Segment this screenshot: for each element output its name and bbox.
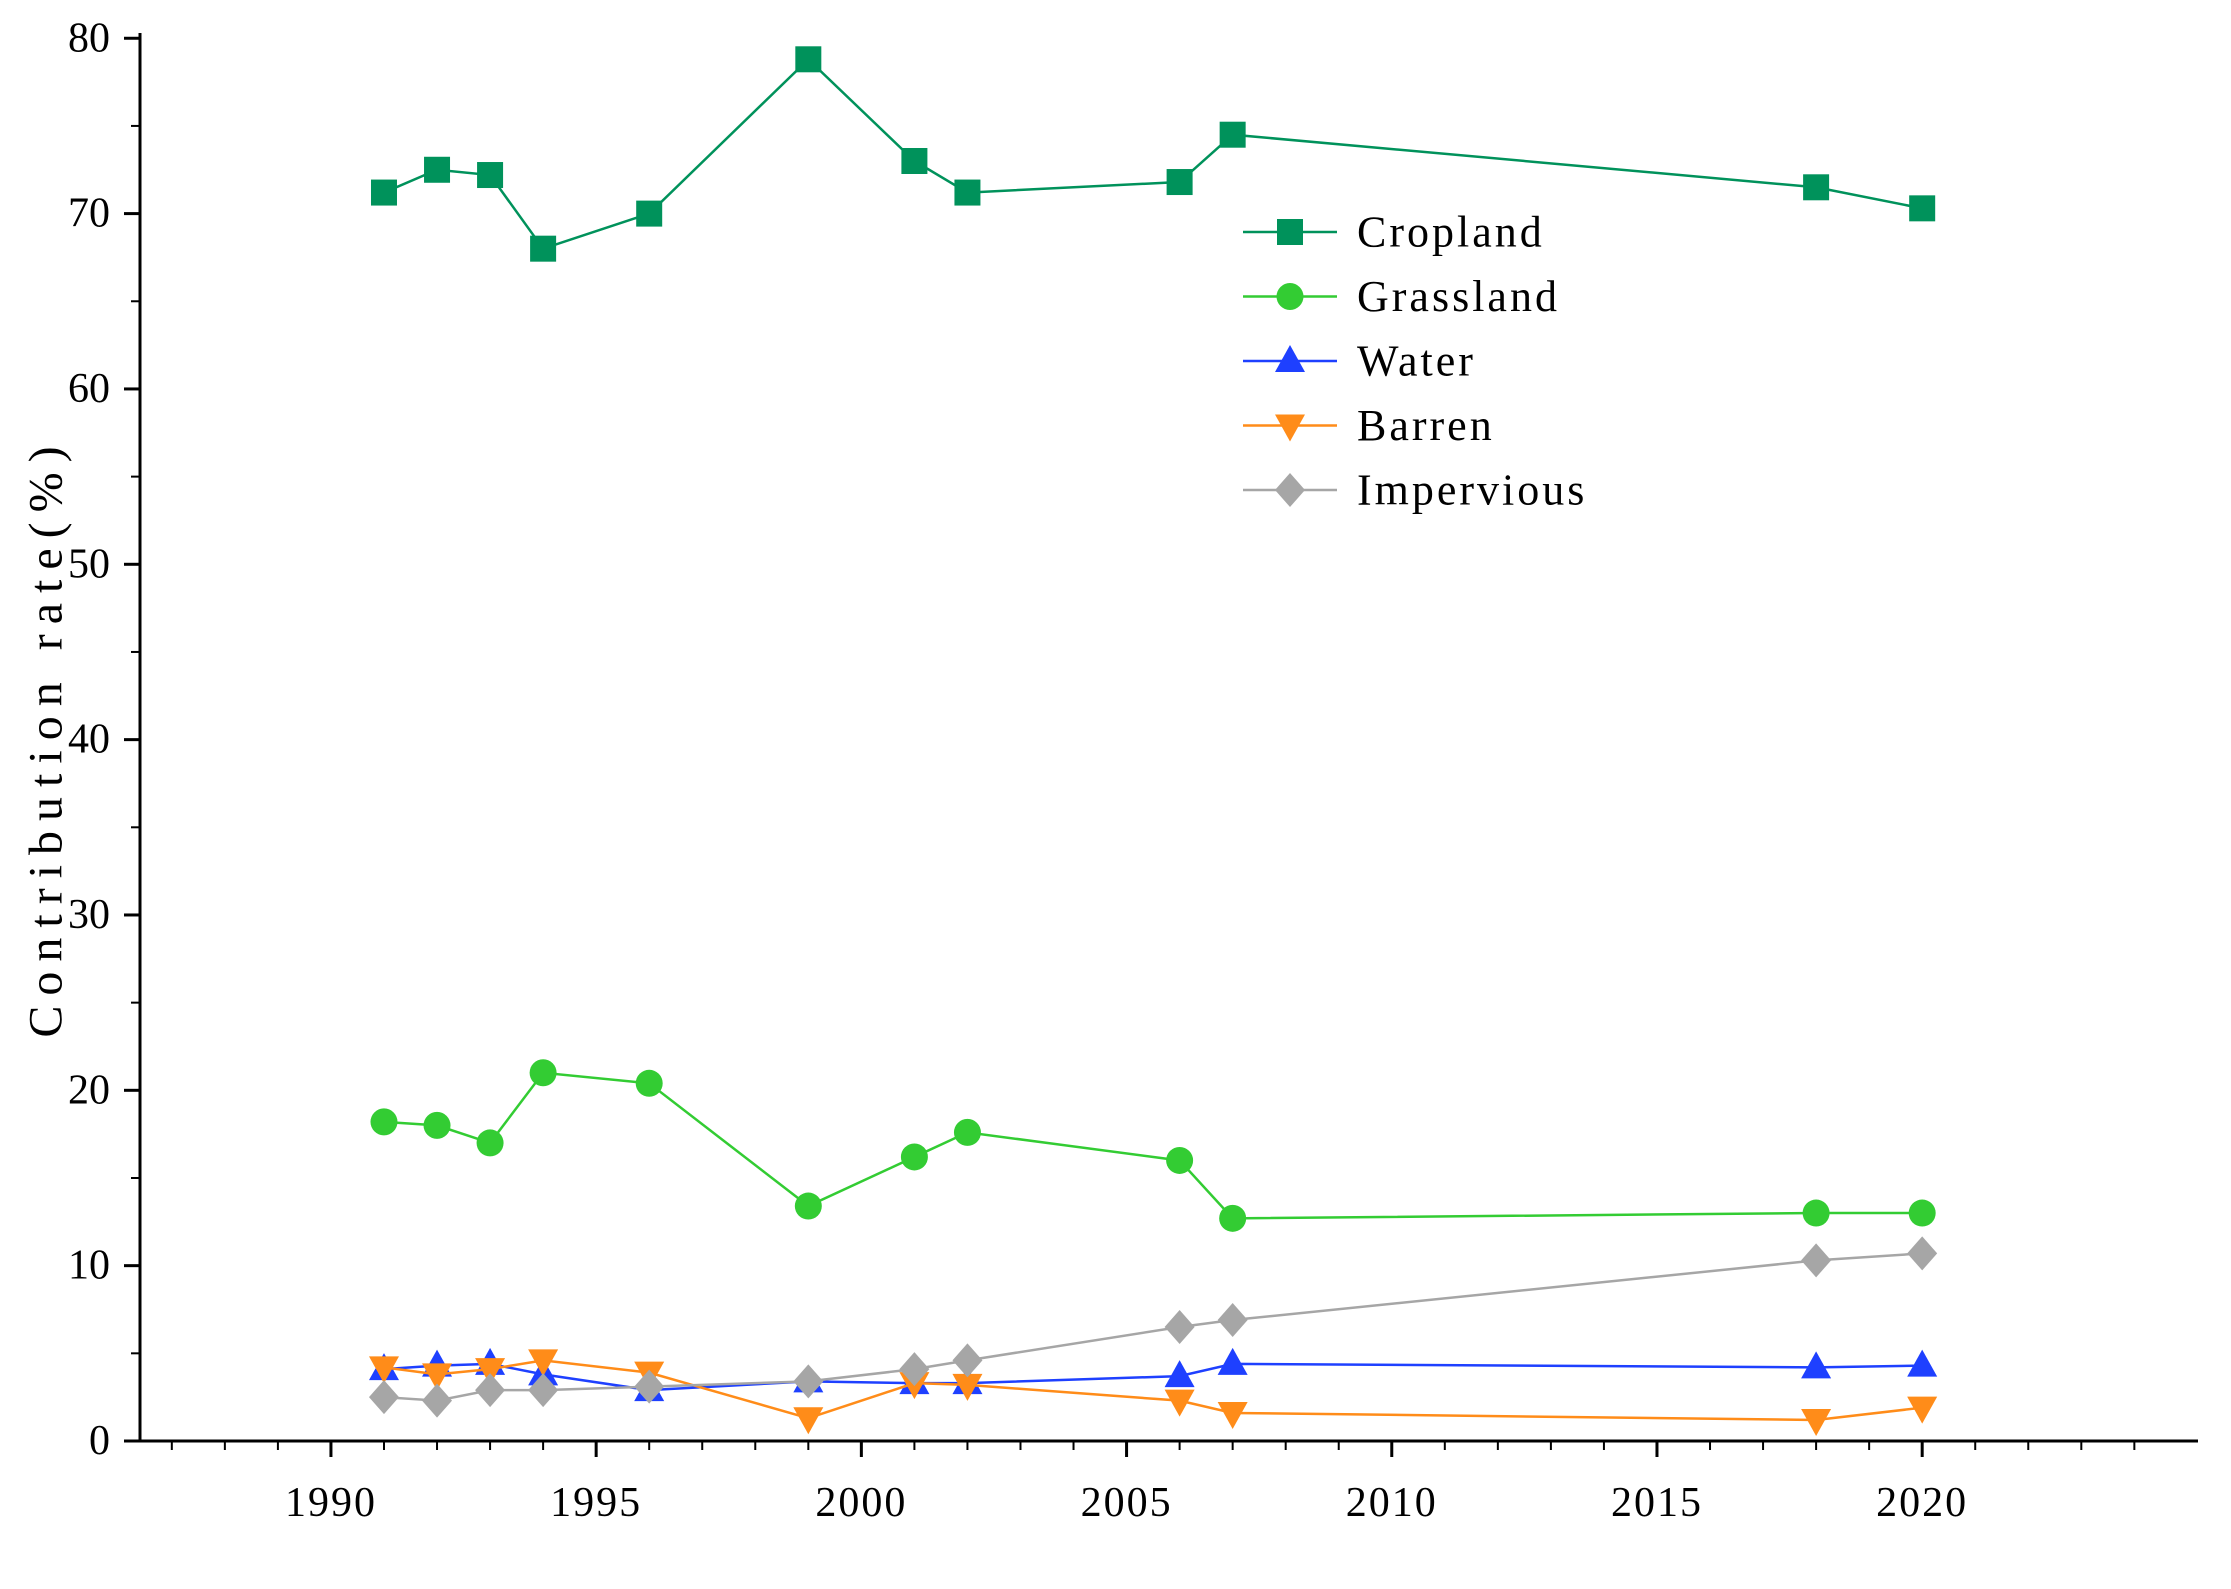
data-point-impervious bbox=[899, 1352, 930, 1387]
data-point-barren bbox=[1907, 1396, 1938, 1424]
data-point-water bbox=[1907, 1349, 1938, 1377]
data-point-barren bbox=[1164, 1389, 1195, 1417]
data-point-impervious bbox=[1907, 1236, 1938, 1271]
y-tick-label: 20 bbox=[68, 1067, 110, 1113]
y-tick-label: 0 bbox=[89, 1418, 110, 1464]
triangle-up-icon bbox=[1275, 345, 1305, 372]
data-point-impervious bbox=[1217, 1303, 1248, 1338]
y-tick-label: 60 bbox=[68, 366, 110, 412]
data-point-impervious bbox=[1801, 1243, 1832, 1278]
x-tick-label: 2005 bbox=[1081, 1480, 1173, 1526]
data-point-grassland bbox=[370, 1108, 398, 1136]
data-point-grassland bbox=[1219, 1204, 1247, 1232]
data-point-grassland bbox=[1166, 1146, 1194, 1174]
y-tick-label: 40 bbox=[68, 717, 110, 763]
data-point-cropland bbox=[1166, 169, 1193, 196]
series-water bbox=[368, 1347, 1938, 1402]
data-point-impervious bbox=[793, 1364, 824, 1399]
data-point-cropland bbox=[424, 156, 451, 183]
data-point-barren bbox=[1217, 1401, 1248, 1429]
data-point-impervious bbox=[634, 1369, 665, 1404]
y-tick-label: 10 bbox=[68, 1243, 110, 1289]
data-point-water bbox=[1801, 1351, 1832, 1379]
data-point-grassland bbox=[529, 1059, 557, 1087]
data-point-barren bbox=[422, 1363, 453, 1391]
data-point-cropland bbox=[901, 148, 928, 174]
x-tick-label: 1995 bbox=[550, 1480, 642, 1526]
legend-label-cropland: Cropland bbox=[1357, 208, 1545, 257]
series-cropland bbox=[370, 46, 1936, 262]
data-point-cropland bbox=[477, 162, 504, 189]
data-point-impervious bbox=[528, 1373, 559, 1408]
diamond-icon bbox=[1275, 473, 1305, 507]
y-tick-label: 80 bbox=[68, 15, 110, 61]
circle-icon bbox=[1276, 283, 1304, 310]
data-point-impervious bbox=[368, 1380, 399, 1415]
y-axis-title: Contribution rate(%) bbox=[19, 436, 73, 1038]
data-point-grassland bbox=[794, 1192, 822, 1220]
series-line-grassland bbox=[383, 1071, 1923, 1220]
legend-label-water: Water bbox=[1357, 337, 1476, 386]
triangle-down-icon bbox=[1275, 414, 1305, 442]
data-point-cropland bbox=[1909, 195, 1936, 222]
data-point-grassland bbox=[635, 1069, 663, 1097]
series-line-barren bbox=[383, 1359, 1923, 1422]
legend-item-cropland: Cropland bbox=[1243, 208, 1545, 257]
legend-item-impervious: Impervious bbox=[1243, 466, 1587, 515]
y-tick-label: 70 bbox=[68, 191, 110, 237]
data-point-barren bbox=[475, 1358, 506, 1386]
x-tick-label: 2015 bbox=[1611, 1480, 1703, 1526]
series-line-impervious bbox=[383, 1252, 1923, 1402]
series-line-cropland bbox=[383, 57, 1923, 251]
data-point-grassland bbox=[1802, 1199, 1830, 1227]
data-point-barren bbox=[528, 1349, 559, 1377]
x-tick-label: 2020 bbox=[1876, 1480, 1968, 1526]
x-tick-label: 1990 bbox=[285, 1480, 377, 1526]
data-point-grassland bbox=[423, 1111, 451, 1139]
data-point-cropland bbox=[795, 46, 822, 73]
y-tick-label: 30 bbox=[68, 892, 110, 938]
legend-item-barren: Barren bbox=[1243, 401, 1495, 450]
square-icon bbox=[1277, 219, 1303, 245]
data-point-water bbox=[1217, 1347, 1248, 1375]
data-point-impervious bbox=[422, 1383, 453, 1418]
legend-item-grassland: Grassland bbox=[1243, 272, 1560, 321]
series-impervious bbox=[368, 1236, 1938, 1418]
legend-label-impervious: Impervious bbox=[1357, 466, 1587, 515]
series-grassland bbox=[370, 1059, 1936, 1232]
data-point-cropland bbox=[636, 200, 663, 227]
legend-item-water: Water bbox=[1243, 337, 1476, 386]
data-point-impervious bbox=[952, 1343, 983, 1378]
data-point-grassland bbox=[953, 1118, 981, 1146]
y-tick-label: 50 bbox=[68, 541, 110, 587]
data-point-grassland bbox=[476, 1129, 504, 1157]
data-point-cropland bbox=[1219, 121, 1246, 148]
data-point-barren bbox=[1801, 1408, 1832, 1436]
series-barren bbox=[368, 1349, 1938, 1436]
data-point-barren bbox=[952, 1373, 983, 1401]
data-point-cropland bbox=[954, 179, 981, 206]
data-point-cropland bbox=[1803, 174, 1830, 201]
x-tick-label: 2000 bbox=[815, 1480, 907, 1526]
legend-label-barren: Barren bbox=[1357, 401, 1495, 450]
data-point-impervious bbox=[475, 1373, 506, 1408]
x-tick-label: 2010 bbox=[1346, 1480, 1438, 1526]
data-point-barren bbox=[793, 1407, 824, 1435]
data-point-grassland bbox=[900, 1143, 928, 1171]
data-point-grassland bbox=[1908, 1199, 1936, 1227]
data-point-water bbox=[1164, 1360, 1195, 1388]
data-point-cropland bbox=[530, 235, 557, 262]
legend-label-grassland: Grassland bbox=[1357, 272, 1560, 321]
data-point-impervious bbox=[1164, 1310, 1195, 1345]
data-point-barren bbox=[368, 1356, 399, 1384]
data-point-cropland bbox=[370, 179, 397, 206]
legend: Cropland Grassland Water Barren Impervious bbox=[1243, 208, 1587, 515]
